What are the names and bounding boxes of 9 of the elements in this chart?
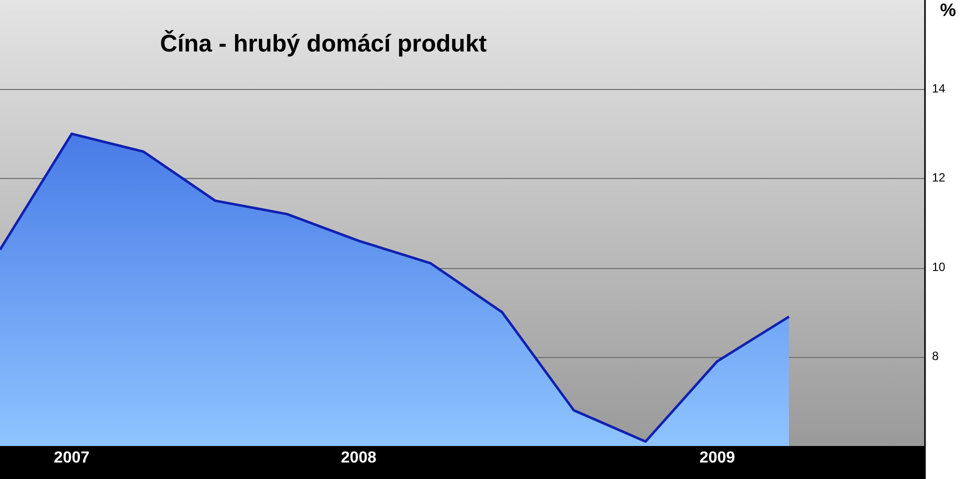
x-tick-label: 2009 xyxy=(699,449,736,466)
y-tick-label: 12 xyxy=(932,170,946,185)
y-tick-label: 14 xyxy=(932,82,946,96)
y-tick-label: 10 xyxy=(932,260,946,274)
x-tick-label: 2008 xyxy=(340,449,377,466)
y-tick-label: 8 xyxy=(932,349,939,364)
text: Čína - hrubý domácí produkt xyxy=(160,30,487,58)
y-axis-title: % xyxy=(940,0,956,20)
x-tick-label: 2007 xyxy=(54,449,90,466)
